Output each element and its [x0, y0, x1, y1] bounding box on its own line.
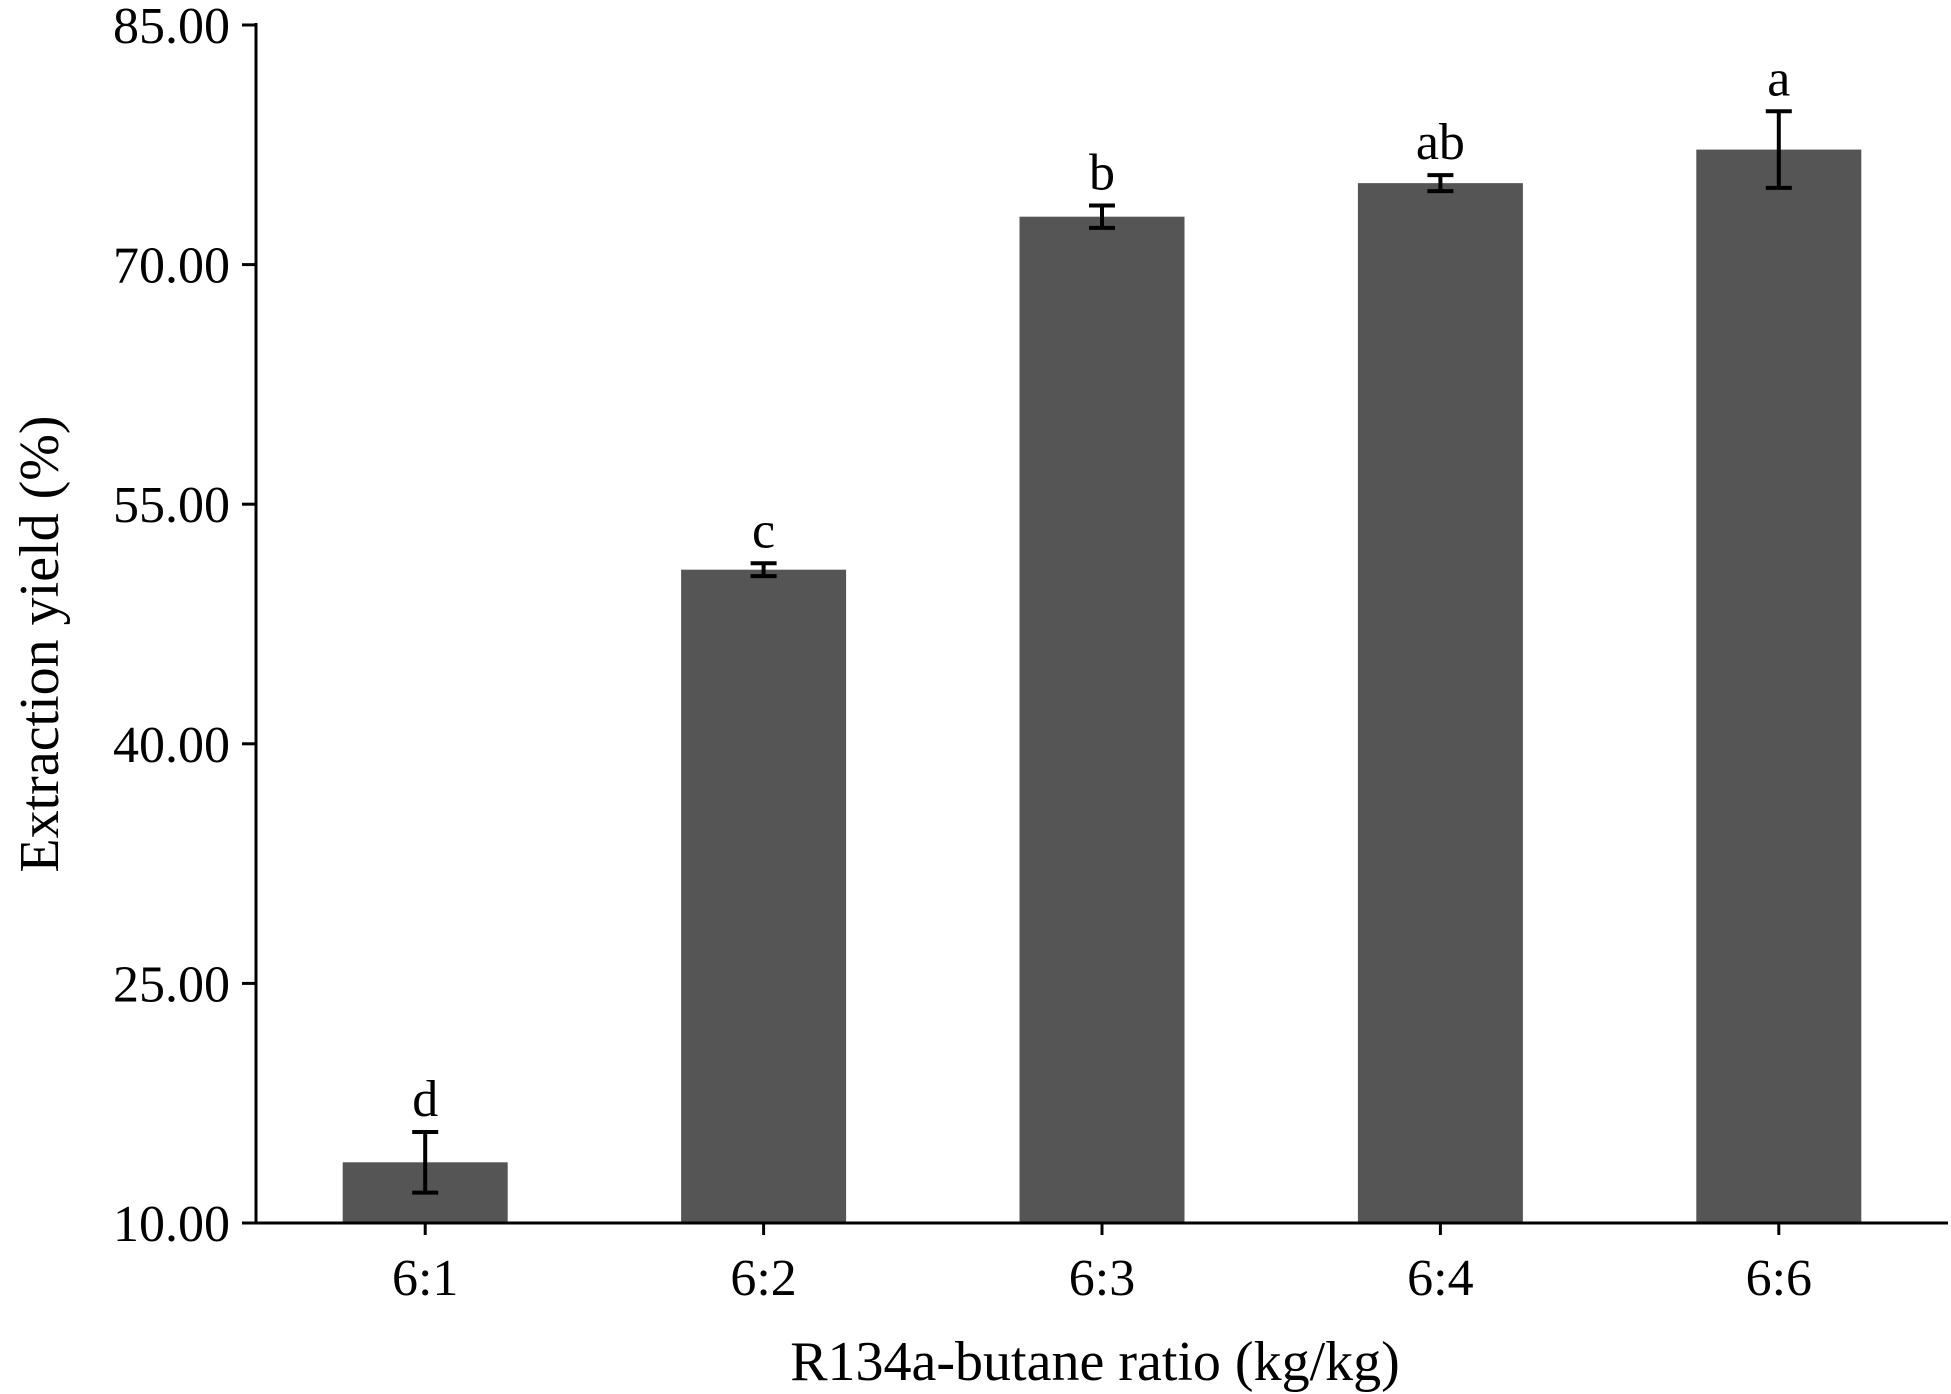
y-tick-label: 55.00	[113, 477, 230, 534]
error-bar	[1089, 203, 1115, 230]
error-bar	[1765, 109, 1792, 190]
bar-6-3	[1019, 216, 1185, 1223]
error-bar	[1427, 173, 1454, 194]
significance-label: d	[412, 1071, 438, 1128]
x-tick-label: 6:6	[1746, 1250, 1812, 1307]
labels-layer: d 6:1 c 6:2 b 6:3 ab 6:4 a 6:6 10.00 25.00 40.00 55.0…	[113, 0, 1812, 1307]
significance-label: a	[1767, 50, 1790, 107]
bar-6-6	[1696, 149, 1862, 1223]
error-bars-layer	[412, 109, 1792, 1195]
y-tick-label: 25.00	[113, 956, 230, 1013]
y-tick-label: 10.00	[113, 1196, 230, 1253]
bar-6-2	[681, 569, 847, 1223]
x-tick-label: 6:2	[730, 1250, 796, 1307]
x-tick-label: 6:3	[1069, 1250, 1135, 1307]
y-tick-label: 85.00	[113, 0, 230, 55]
bar-6-4	[1357, 183, 1523, 1224]
error-bar	[412, 1129, 439, 1195]
significance-label: ab	[1416, 114, 1465, 171]
x-axis-title: R134a-butane ratio (kg/kg)	[790, 1331, 1400, 1393]
error-bar	[750, 561, 777, 579]
y-tick-label: 70.00	[113, 238, 230, 295]
significance-label: c	[752, 502, 775, 559]
x-tick-label: 6:1	[392, 1250, 458, 1307]
axes-layer	[242, 23, 1948, 1235]
x-tick-label: 6:4	[1407, 1250, 1473, 1307]
y-axis-title: Extraction yield (%)	[9, 415, 71, 872]
y-tick-label: 40.00	[113, 717, 230, 774]
significance-label: b	[1089, 144, 1115, 201]
bars-layer	[342, 149, 1862, 1224]
